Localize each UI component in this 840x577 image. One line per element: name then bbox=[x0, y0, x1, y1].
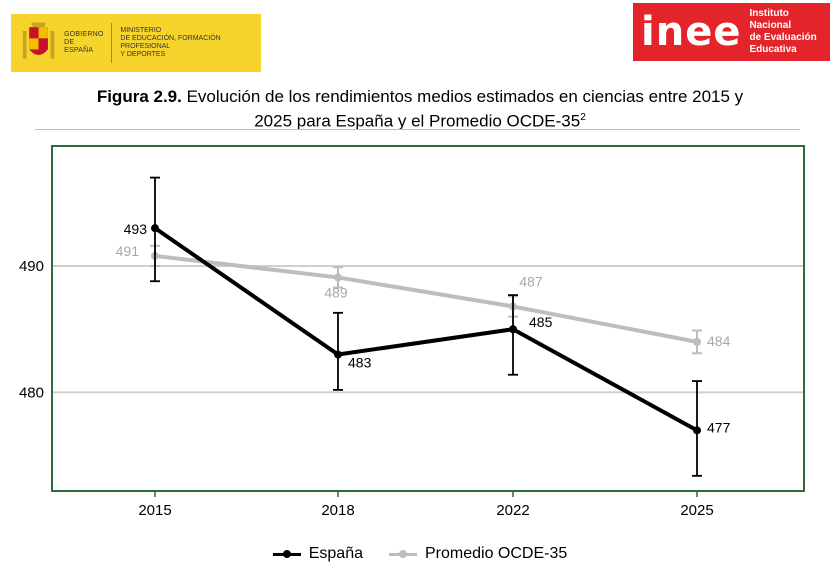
logo-divider bbox=[111, 23, 113, 63]
legend-swatch-espana bbox=[272, 548, 301, 560]
series-layer: 491 489 487 484 493 483 485 477 bbox=[116, 176, 731, 477]
data-label: 484 bbox=[707, 333, 731, 349]
y-tick-label: 480 bbox=[19, 384, 44, 401]
tick-layer: 480 490 2015 2018 2022 2025 bbox=[19, 258, 714, 519]
x-tick-label: 2022 bbox=[496, 502, 529, 519]
legend: España Promedio OCDE-35 bbox=[0, 545, 840, 563]
data-point bbox=[693, 426, 701, 435]
data-label: 483 bbox=[348, 355, 372, 371]
legend-swatch-ocde bbox=[388, 548, 417, 560]
inee-wordmark: inee bbox=[641, 9, 742, 55]
data-label: 477 bbox=[707, 419, 731, 435]
figure-title: Figura 2.9. Evolución de los rendimiento… bbox=[40, 86, 800, 132]
line-chart: 491 489 487 484 493 483 485 477 480 490 2015 2018 2… bbox=[19, 145, 805, 519]
title-rule bbox=[35, 129, 800, 130]
data-label: 487 bbox=[519, 273, 543, 289]
figure-title-line1: Evolución de los rendimientos medios est… bbox=[181, 87, 744, 106]
x-tick-label: 2015 bbox=[138, 502, 171, 519]
series-line bbox=[153, 226, 699, 433]
legend-item-espana: España bbox=[272, 545, 363, 563]
government-text: GOBIERNO DE ESPAÑA bbox=[64, 31, 104, 54]
data-point bbox=[334, 350, 342, 359]
data-point bbox=[509, 325, 517, 334]
legend-label-ocde: Promedio OCDE-35 bbox=[424, 545, 568, 562]
data-label: 493 bbox=[124, 221, 148, 237]
series-line bbox=[153, 253, 699, 344]
data-point bbox=[334, 273, 342, 282]
data-point bbox=[151, 224, 159, 233]
data-point bbox=[693, 337, 701, 346]
y-tick-label: 490 bbox=[19, 258, 44, 275]
series-ocde: 491 489 487 484 bbox=[116, 243, 731, 355]
coat-of-arms-icon bbox=[22, 22, 55, 59]
figure-footnote-mark: 2 bbox=[580, 112, 586, 123]
data-label: 485 bbox=[529, 314, 553, 330]
x-tick-label: 2018 bbox=[321, 502, 354, 519]
legend-label-espana: España bbox=[308, 545, 363, 562]
inee-institute-name: Instituto Nacional de Evaluación Educati… bbox=[749, 8, 817, 55]
series-espana: 493 483 485 477 bbox=[124, 176, 731, 477]
legend-item-ocde: Promedio OCDE-35 bbox=[388, 545, 568, 563]
data-label: 491 bbox=[116, 243, 140, 259]
figure-title-line2: 2025 para España y el Promedio OCDE-35 bbox=[254, 111, 581, 131]
grid-layer bbox=[52, 265, 804, 394]
ministry-text: MINISTERIO DE EDUCACIÓN, FORMACIÓN PROFE… bbox=[120, 27, 221, 58]
data-label: 489 bbox=[324, 284, 348, 300]
x-tick-label: 2025 bbox=[680, 502, 713, 519]
government-logo: GOBIERNO DE ESPAÑA MINISTERIO DE EDUCACI… bbox=[11, 14, 261, 72]
plot-frame bbox=[51, 145, 805, 492]
figure-label: Figura 2.9. bbox=[96, 87, 182, 106]
inee-logo: inee Instituto Nacional de Evaluación Ed… bbox=[633, 3, 830, 61]
